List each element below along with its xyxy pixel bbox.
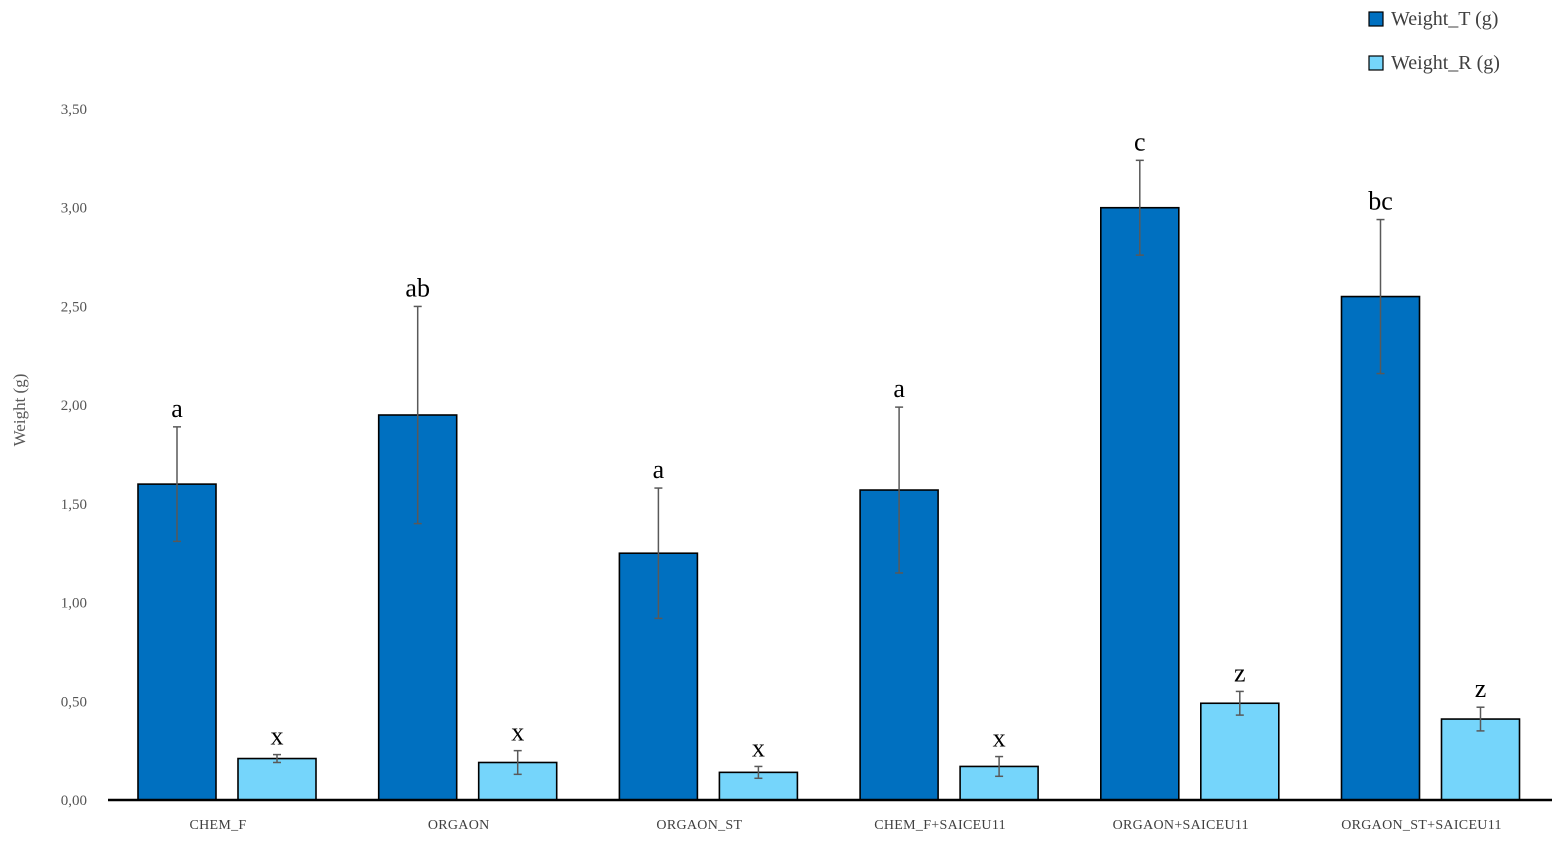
significance-label: x xyxy=(752,733,765,762)
y-tick-label: 0,50 xyxy=(61,694,87,710)
x-category-label: ORGAON+SAICEU11 xyxy=(1113,818,1249,833)
significance-label: x xyxy=(993,724,1006,753)
significance-label: x xyxy=(511,718,524,747)
bar-weight-r xyxy=(237,757,317,801)
y-axis-ticks: 0,00 0,50 1,00 1,50 2,00 2,50 3,00 3,50 xyxy=(61,102,87,809)
x-category-label: CHEM_F xyxy=(189,818,246,833)
bar-weight-t xyxy=(1100,206,1180,801)
significance-label: z xyxy=(1234,658,1246,687)
error-bar xyxy=(654,487,663,620)
significance-labels-group: a x ab x a x a x c z bc z xyxy=(171,127,1486,762)
significance-label: ab xyxy=(405,273,430,302)
y-tick-label: 3,00 xyxy=(61,201,87,217)
x-category-label: ORGAON xyxy=(428,818,490,833)
y-tick-label: 3,50 xyxy=(61,102,87,118)
significance-label: a xyxy=(893,374,905,403)
x-axis-category-labels: CHEM_F ORGAON ORGAON_ST CHEM_F+SAICEU11 ORGA… xyxy=(189,818,1501,833)
significance-label: bc xyxy=(1368,187,1393,216)
legend-swatch xyxy=(1368,55,1384,71)
legend: Weight_T (g) Weight_R (g) xyxy=(1368,8,1500,74)
y-axis-title: Weight (g) xyxy=(10,374,29,447)
y-tick-label: 2,00 xyxy=(61,398,87,414)
error-bar xyxy=(173,426,181,543)
error-bar xyxy=(513,749,522,776)
x-category-label: CHEM_F+SAICEU11 xyxy=(874,818,1006,833)
x-category-label: ORGAON_ST xyxy=(656,818,742,833)
legend-swatch xyxy=(1368,11,1384,27)
x-category-label: ORGAON_ST+SAICEU11 xyxy=(1341,818,1502,833)
y-tick-label: 1,50 xyxy=(61,497,87,513)
y-tick-label: 0,00 xyxy=(61,793,87,809)
legend-label: Weight_R (g) xyxy=(1391,52,1500,74)
significance-label: a xyxy=(653,455,665,484)
y-tick-label: 2,50 xyxy=(61,299,87,315)
error-bar xyxy=(995,755,1004,778)
error-bars-group xyxy=(173,159,1485,780)
significance-label: c xyxy=(1134,127,1146,156)
error-bar xyxy=(273,753,281,764)
error-bar xyxy=(1135,159,1144,256)
error-bar xyxy=(1376,218,1385,375)
significance-label: z xyxy=(1475,674,1487,703)
error-bar xyxy=(754,765,763,780)
legend-label: Weight_T (g) xyxy=(1391,8,1498,30)
bar-weight-r xyxy=(1200,702,1280,801)
error-bar xyxy=(1235,690,1244,716)
error-bar xyxy=(413,305,422,525)
significance-label: a xyxy=(171,394,183,423)
bar-weight-t xyxy=(1340,295,1421,801)
y-tick-label: 1,00 xyxy=(61,596,87,612)
error-bar xyxy=(1476,706,1485,732)
error-bar xyxy=(895,406,904,574)
significance-label: x xyxy=(271,722,284,751)
bars-group xyxy=(137,206,1521,801)
